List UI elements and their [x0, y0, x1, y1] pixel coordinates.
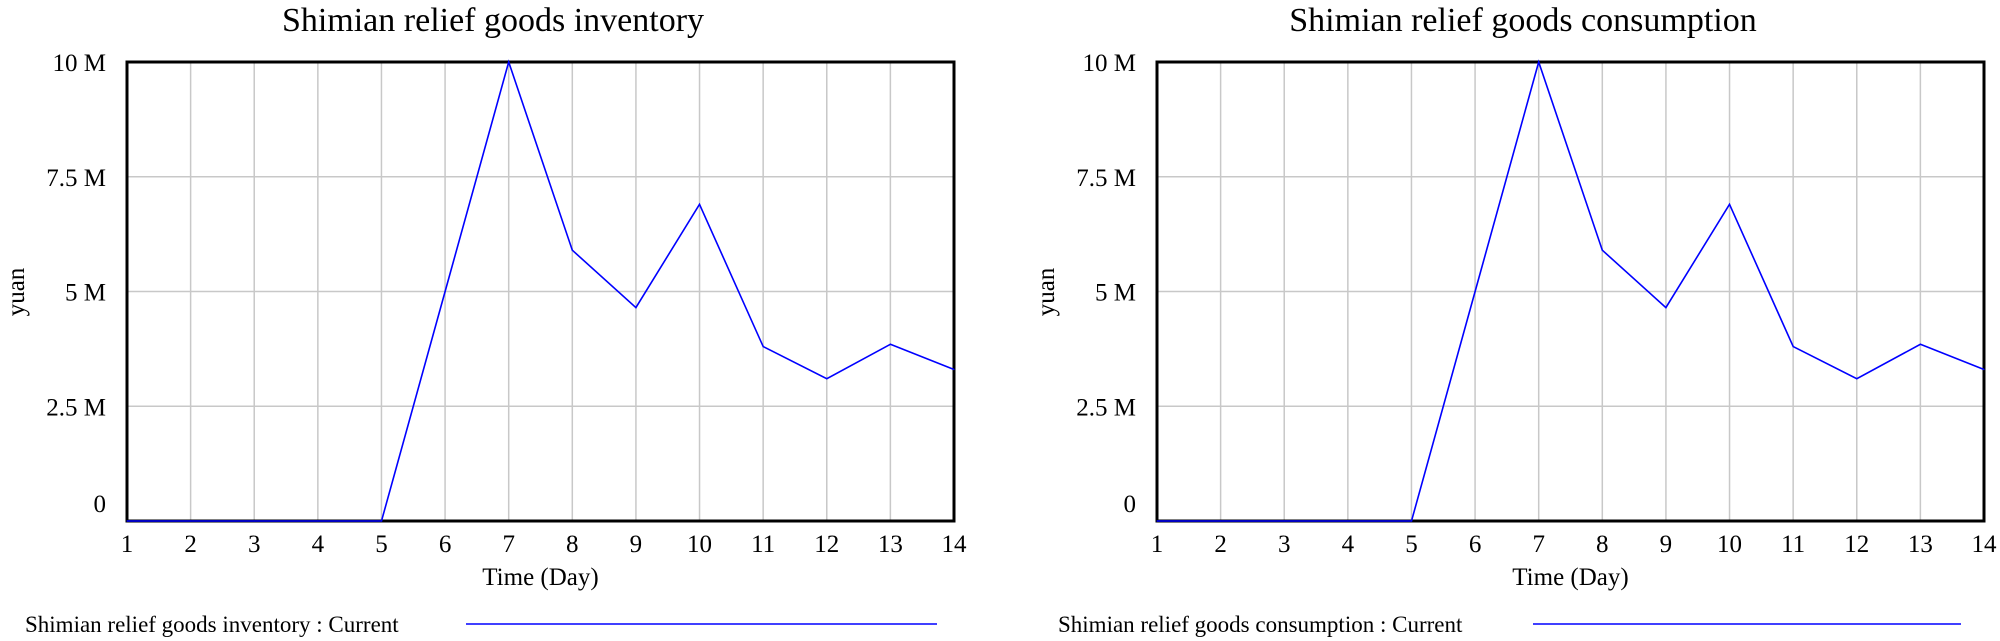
data-point — [1474, 290, 1476, 293]
data-point — [317, 520, 319, 522]
y-axis-label: yuan — [1033, 267, 1060, 316]
data-point — [1538, 61, 1540, 63]
y-tick-label: 7.5 M — [46, 165, 106, 192]
plot-frame — [125, 60, 956, 523]
data-point — [1792, 345, 1794, 348]
data-point — [826, 378, 828, 380]
data-point — [1156, 520, 1158, 522]
data-point — [380, 520, 383, 522]
legend-label: Shimian relief goods consumption : Curre… — [1058, 612, 1463, 637]
data-point — [889, 343, 891, 345]
x-tick-label: 10 — [687, 531, 712, 558]
x-tick-label: 13 — [1908, 531, 1933, 558]
y-tick-label: 0 — [94, 491, 107, 518]
plot-frame — [1155, 60, 1986, 523]
y-tick-label: 10 M — [53, 50, 106, 77]
data-point — [253, 520, 255, 522]
y-tick-label: 5 M — [1095, 280, 1136, 307]
data-point — [698, 203, 701, 205]
x-tick-label: 9 — [630, 531, 643, 558]
x-tick-label: 14 — [942, 531, 968, 558]
y-axis-label: yuan — [3, 267, 30, 316]
y-tick-label: 10 M — [1083, 50, 1136, 77]
x-tick-label: 8 — [566, 531, 579, 558]
x-tick-label: 12 — [814, 531, 839, 558]
data-point — [1856, 378, 1858, 380]
data-point — [126, 520, 128, 522]
data-point — [1220, 520, 1222, 522]
y-tick-label: 7.5 M — [1076, 165, 1136, 192]
y-tick-label: 2.5 M — [46, 394, 106, 421]
x-tick-label: 12 — [1844, 531, 1869, 558]
data-point — [1728, 203, 1731, 205]
data-point — [1983, 368, 1985, 371]
x-tick-label: 5 — [1405, 531, 1418, 558]
x-tick-label: 3 — [248, 531, 261, 558]
y-tick-label: 0 — [1124, 491, 1137, 518]
x-tick-label: 8 — [1596, 531, 1609, 558]
legend-label: Shimian relief goods inventory : Current — [25, 612, 399, 637]
x-tick-label: 11 — [751, 531, 775, 558]
data-point — [571, 249, 573, 251]
x-tick-label: 2 — [184, 531, 197, 558]
x-tick-label: 6 — [1469, 531, 1482, 558]
x-tick-label: 5 — [375, 531, 388, 558]
chart-title: Shimian relief goods inventory — [282, 2, 704, 39]
y-tick-label: 2.5 M — [1076, 394, 1136, 421]
x-tick-label: 4 — [312, 531, 325, 558]
data-point — [1665, 306, 1667, 309]
chart-title: Shimian relief goods consumption — [1289, 2, 1756, 39]
data-point — [444, 290, 446, 293]
data-point — [508, 61, 510, 63]
data-point — [762, 345, 764, 348]
series-line — [1157, 59, 1985, 522]
x-tick-label: 6 — [439, 531, 452, 558]
data-point — [1601, 249, 1603, 251]
series-line — [127, 59, 955, 522]
x-tick-label: 7 — [1532, 531, 1545, 558]
x-tick-label: 13 — [878, 531, 903, 558]
data-point — [1347, 520, 1349, 522]
x-tick-label: 9 — [1660, 531, 1673, 558]
x-tick-label: 14 — [1972, 531, 1998, 558]
x-axis-label: Time (Day) — [1512, 564, 1628, 591]
x-tick-label: 4 — [1342, 531, 1355, 558]
data-point — [635, 306, 637, 309]
x-tick-label: 10 — [1717, 531, 1742, 558]
x-tick-label: 11 — [1781, 531, 1805, 558]
x-tick-label: 1 — [1151, 531, 1164, 558]
data-point — [1410, 520, 1413, 522]
x-tick-label: 2 — [1214, 531, 1227, 558]
x-tick-label: 7 — [502, 531, 515, 558]
data-point — [1283, 520, 1285, 522]
x-tick-label: 1 — [121, 531, 134, 558]
data-point — [190, 520, 192, 522]
data-point — [1919, 343, 1921, 345]
x-tick-label: 3 — [1278, 531, 1291, 558]
y-tick-label: 5 M — [65, 280, 106, 307]
data-point — [953, 368, 955, 371]
x-axis-label: Time (Day) — [482, 564, 598, 591]
